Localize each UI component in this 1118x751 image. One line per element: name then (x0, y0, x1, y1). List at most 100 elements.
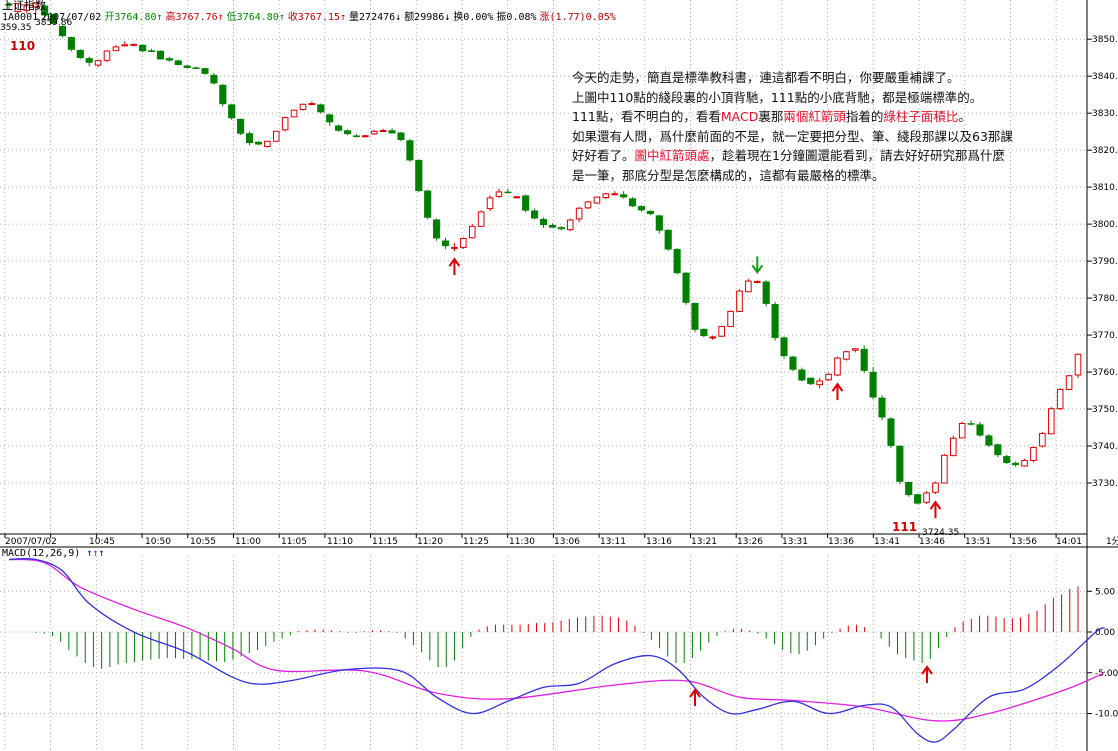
candle-body (343, 130, 352, 135)
candle-body (548, 224, 556, 228)
candle-body (183, 65, 191, 68)
candle (941, 453, 948, 484)
candle (156, 50, 164, 60)
candle (914, 493, 922, 505)
candle-body (932, 482, 939, 493)
time-tick-label: 11:20 (417, 537, 443, 547)
candle (67, 36, 75, 52)
note-line: 如果還有人問，爲什麼前面的不是，就一定要把分型、筆、綫段那課以及63那課 (572, 128, 1013, 144)
candle (370, 130, 378, 135)
note-line: 是一筆，那底分型是怎麼構成的，這都有最嚴格的標準。 (572, 167, 885, 183)
candle (887, 417, 895, 448)
price-tick-label: 3760.00 (1092, 368, 1118, 378)
time-tick-label: 13:26 (737, 537, 763, 547)
macd-arrow-icon: ↑ (86, 548, 93, 559)
candle (1012, 461, 1020, 467)
macd-label: MACD(12,26,9) ↑↑↑ (2, 548, 104, 559)
price-tick-label: 3830.00 (1092, 109, 1118, 119)
macd-arrow-icon: ↑ (98, 548, 105, 559)
candle-body (504, 191, 512, 194)
candle (949, 435, 957, 457)
candle (460, 237, 467, 249)
candle-body (851, 348, 859, 351)
candle (290, 109, 298, 118)
volume: 量272476↓ (349, 12, 402, 23)
candle (504, 188, 512, 194)
candle-body (32, 2, 40, 8)
candle (771, 301, 779, 341)
candle-body (557, 227, 565, 230)
candle (896, 445, 904, 485)
time-tick-label: 13:46 (919, 537, 945, 547)
candle (869, 366, 877, 400)
candle (406, 139, 414, 162)
candle-body (362, 135, 369, 138)
candle (49, 13, 58, 25)
amplitude: 振0.08% (496, 12, 537, 23)
candle (602, 192, 610, 199)
note-text: 111點，看不明白的，看看 (572, 109, 721, 124)
candle (780, 336, 788, 359)
time-tick-label: 13:16 (646, 537, 672, 547)
price-arrow-down-head (751, 264, 764, 275)
candle (878, 395, 886, 421)
close-price: 收3767.15↑ (287, 12, 347, 23)
candle-body (290, 109, 298, 118)
candle (566, 218, 574, 232)
candle (923, 491, 930, 504)
candle (584, 200, 592, 209)
time-tick-label: 10:50 (145, 537, 171, 547)
macd-tick-label: 0.00 (1095, 628, 1115, 638)
candle (593, 196, 601, 204)
candle-body (254, 141, 262, 145)
candle (1039, 431, 1046, 448)
candle (76, 49, 84, 60)
price-tick-label: 3800.00 (1092, 220, 1118, 230)
candle (335, 124, 343, 132)
candle (807, 377, 815, 386)
candle-body (843, 351, 850, 360)
candle (254, 141, 262, 145)
high-value-label: 3859.86 (35, 18, 72, 28)
candle (1021, 458, 1028, 467)
candle (415, 159, 423, 193)
time-tick-label: 1分钟 (1106, 535, 1118, 547)
note-line: 111點，看不明白的，看看MACD裏那兩個紅箭頭指着的綠柱子面積比。 (572, 107, 1072, 127)
candle-body (914, 494, 922, 504)
candle-body (949, 437, 957, 457)
candle-body (655, 215, 663, 231)
candle-body (468, 225, 476, 239)
candle-body (477, 211, 485, 227)
candle-body (727, 310, 734, 328)
candle-body (513, 196, 521, 199)
time-tick-label: 11:10 (327, 537, 353, 547)
candle (14, 2, 22, 14)
macd-dif-line (8, 557, 1105, 743)
candle-body (664, 229, 672, 250)
note-line: 上圖中110點的綫段裏的小頂背馳，111點的小底背馳，都是極端標準的。 (572, 89, 983, 105)
candle (264, 140, 271, 148)
candle (165, 56, 173, 62)
candle-body (869, 371, 877, 398)
candle-body (646, 210, 654, 215)
candle (441, 237, 450, 249)
candle-body (41, 5, 49, 16)
candle-body (1021, 459, 1028, 467)
candle-body (887, 418, 895, 446)
candle-body (611, 193, 619, 196)
candle-body (896, 445, 904, 482)
candle (58, 25, 67, 38)
time-tick-label: 14:01 (1056, 537, 1082, 547)
candle (32, 2, 40, 15)
candle (655, 214, 663, 234)
low-price: 低3764.80↑ (226, 12, 285, 23)
candle-body (923, 492, 930, 503)
candle-body (807, 377, 815, 385)
candle-body (522, 195, 530, 211)
note-highlight: 綠柱子面積比 (883, 109, 959, 124)
candle (932, 481, 939, 495)
candle-body (130, 43, 138, 46)
time-tick-label: 13:56 (1011, 537, 1037, 547)
note-line: 今天的走勢，簡直是標準教科書，連這都看不明白，你要嚴重補課了。 (572, 70, 960, 85)
